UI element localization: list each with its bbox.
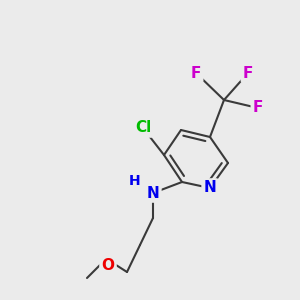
Text: H: H — [129, 174, 141, 188]
Text: N: N — [204, 181, 216, 196]
Text: Cl: Cl — [135, 121, 151, 136]
Text: F: F — [253, 100, 263, 116]
Text: F: F — [243, 65, 253, 80]
Text: F: F — [191, 65, 201, 80]
Text: O: O — [101, 257, 115, 272]
Text: N: N — [147, 185, 159, 200]
